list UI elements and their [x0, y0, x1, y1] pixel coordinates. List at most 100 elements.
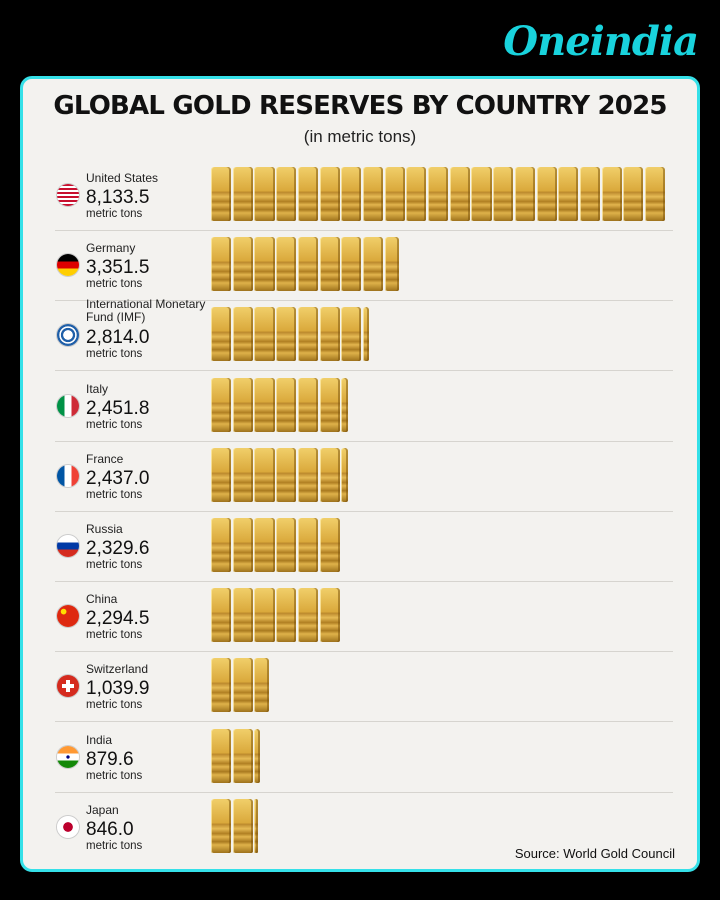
flag-it-icon	[57, 394, 79, 417]
gold-bar	[471, 167, 492, 221]
gold-bar	[254, 798, 259, 853]
gold-bar	[232, 167, 253, 221]
gold-bar	[297, 307, 318, 362]
country-name: Germany	[86, 241, 136, 256]
gold-bar	[297, 518, 318, 572]
gold-bar	[319, 237, 340, 292]
gold-bar	[493, 167, 514, 221]
gold-bar	[232, 798, 253, 853]
infographic-card: GLOBAL GOLD RESERVES BY COUNTRY 2025 (in…	[20, 76, 700, 872]
gold-bar	[319, 377, 340, 432]
gold-bar	[319, 167, 340, 221]
gold-bar	[276, 237, 297, 292]
gold-bar	[384, 167, 405, 221]
gold-bar	[254, 237, 275, 292]
unit-label: metric tons	[86, 699, 143, 712]
gold-bar	[254, 658, 270, 713]
unit-label: metric tons	[86, 348, 143, 361]
country-name: Italy	[86, 381, 109, 396]
unit-label: metric tons	[86, 208, 143, 220]
gold-bar	[623, 167, 644, 221]
value-label: 2,451.8	[86, 397, 150, 419]
flag-cn-icon	[57, 605, 79, 628]
value-label: 2,329.6	[86, 538, 150, 559]
unit-label: metric tons	[86, 488, 143, 501]
oneindia-logo: Oneindia	[503, 18, 699, 65]
gold-bar	[211, 588, 232, 643]
gold-bar	[514, 167, 535, 221]
gold-bar	[319, 588, 340, 643]
gold-bar	[232, 447, 253, 502]
gold-bar	[341, 377, 349, 432]
gold-bar	[297, 237, 318, 292]
unit-label: metric tons	[86, 278, 143, 291]
gold-bar	[319, 518, 340, 572]
gold-bar	[341, 237, 362, 292]
country-name: India	[86, 732, 113, 747]
country-name: Japan	[86, 802, 119, 817]
gold-bar	[362, 167, 384, 221]
gold-bar	[276, 588, 297, 643]
chart-title: GLOBAL GOLD RESERVES BY COUNTRY 2025	[53, 91, 667, 121]
unit-label: metric tons	[86, 418, 143, 431]
flag-in-icon	[57, 745, 79, 768]
country-row: France 2,437.0 metric tons	[55, 441, 673, 512]
unit-label: metric tons	[86, 769, 143, 782]
gold-bar	[341, 447, 348, 502]
flag-de-icon	[57, 254, 79, 277]
value-label: 1,039.9	[86, 678, 150, 700]
gold-bar	[211, 728, 232, 783]
country-name: Russia	[86, 522, 123, 536]
flag-fr-icon	[57, 464, 79, 487]
country-row: Italy 2,451.8 metric tons	[55, 371, 673, 442]
gold-bar	[362, 237, 384, 292]
gold-bar	[211, 237, 232, 292]
gold-bar	[211, 658, 232, 713]
flag-jp-icon	[57, 815, 79, 838]
gold-bar	[232, 658, 253, 713]
gold-bar	[232, 307, 253, 362]
value-label: 846.0	[86, 818, 134, 840]
gold-bar	[319, 307, 340, 362]
country-row: United States 8,133.5 metric tons	[55, 160, 673, 231]
gold-bar	[362, 307, 369, 362]
country-row: Japan 846.0 metric tons	[55, 792, 673, 862]
gold-bar	[232, 728, 253, 783]
flag-imf-icon	[57, 324, 79, 347]
value-label: 3,351.5	[86, 257, 150, 279]
flag-ru-icon	[57, 535, 79, 557]
gold-bar	[384, 237, 399, 292]
gold-bar	[276, 377, 297, 432]
gold-bar	[341, 167, 362, 221]
unit-label: metric tons	[86, 839, 143, 852]
gold-bar	[558, 167, 579, 221]
gold-bar	[297, 447, 318, 502]
gold-bar	[211, 377, 232, 432]
gold-bar	[232, 588, 253, 643]
gold-bar	[601, 167, 622, 221]
gold-bar	[297, 167, 318, 221]
gold-bar	[276, 447, 297, 502]
value-label: 879.6	[86, 748, 134, 770]
value-label: 2,294.5	[86, 608, 150, 630]
country-name: United States	[86, 171, 159, 185]
country-row: Russia 2,329.6 metric tons	[55, 511, 673, 582]
gold-bar	[254, 447, 275, 502]
country-row: India 879.6 metric tons	[55, 722, 673, 793]
flag-ch-icon	[57, 675, 79, 698]
country-name: China	[86, 592, 118, 607]
gold-bar	[254, 377, 275, 432]
unit-label: metric tons	[86, 629, 143, 642]
gold-bar	[276, 167, 297, 221]
gold-bar	[254, 728, 261, 783]
country-row: International Monetary Fund (IMF) 2,814.0…	[55, 298, 673, 372]
gold-bar	[254, 307, 275, 362]
gold-bar	[211, 167, 232, 221]
country-row: Germany 3,351.5 metric tons	[55, 230, 673, 302]
gold-bar	[297, 377, 318, 432]
gold-bar	[232, 377, 253, 432]
country-name: France	[86, 451, 124, 466]
gold-bar	[428, 167, 449, 221]
gold-bar	[254, 167, 275, 221]
gold-bar	[319, 447, 340, 502]
